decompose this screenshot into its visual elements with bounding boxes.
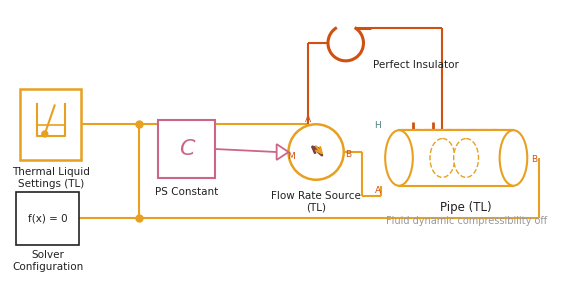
Polygon shape (277, 144, 288, 160)
Text: Flow Rate Source
(TL): Flow Rate Source (TL) (271, 191, 361, 212)
Text: A: A (375, 186, 381, 195)
Ellipse shape (430, 138, 455, 177)
Text: C: C (179, 139, 195, 159)
Ellipse shape (500, 130, 527, 186)
Text: B: B (345, 150, 351, 159)
Ellipse shape (453, 138, 479, 177)
Text: Perfect Insulator: Perfect Insulator (373, 60, 459, 70)
Bar (158, 120, 216, 178)
Bar (20, 89, 81, 160)
Ellipse shape (385, 130, 413, 186)
Text: Fluid dynamic compressibility off: Fluid dynamic compressibility off (386, 216, 547, 226)
Circle shape (42, 131, 48, 137)
Text: A: A (305, 115, 311, 124)
Text: Solver
Configuration: Solver Configuration (12, 250, 84, 272)
Text: Thermal Liquid
Settings (TL): Thermal Liquid Settings (TL) (12, 167, 90, 188)
Bar (399, 130, 513, 186)
Text: f(x) = 0: f(x) = 0 (28, 213, 68, 223)
Text: M: M (287, 153, 295, 161)
Text: B: B (531, 155, 537, 165)
Text: H: H (374, 121, 381, 130)
Text: Pipe (TL): Pipe (TL) (440, 201, 492, 214)
Bar (16, 192, 79, 245)
Text: PS Constant: PS Constant (155, 187, 218, 197)
